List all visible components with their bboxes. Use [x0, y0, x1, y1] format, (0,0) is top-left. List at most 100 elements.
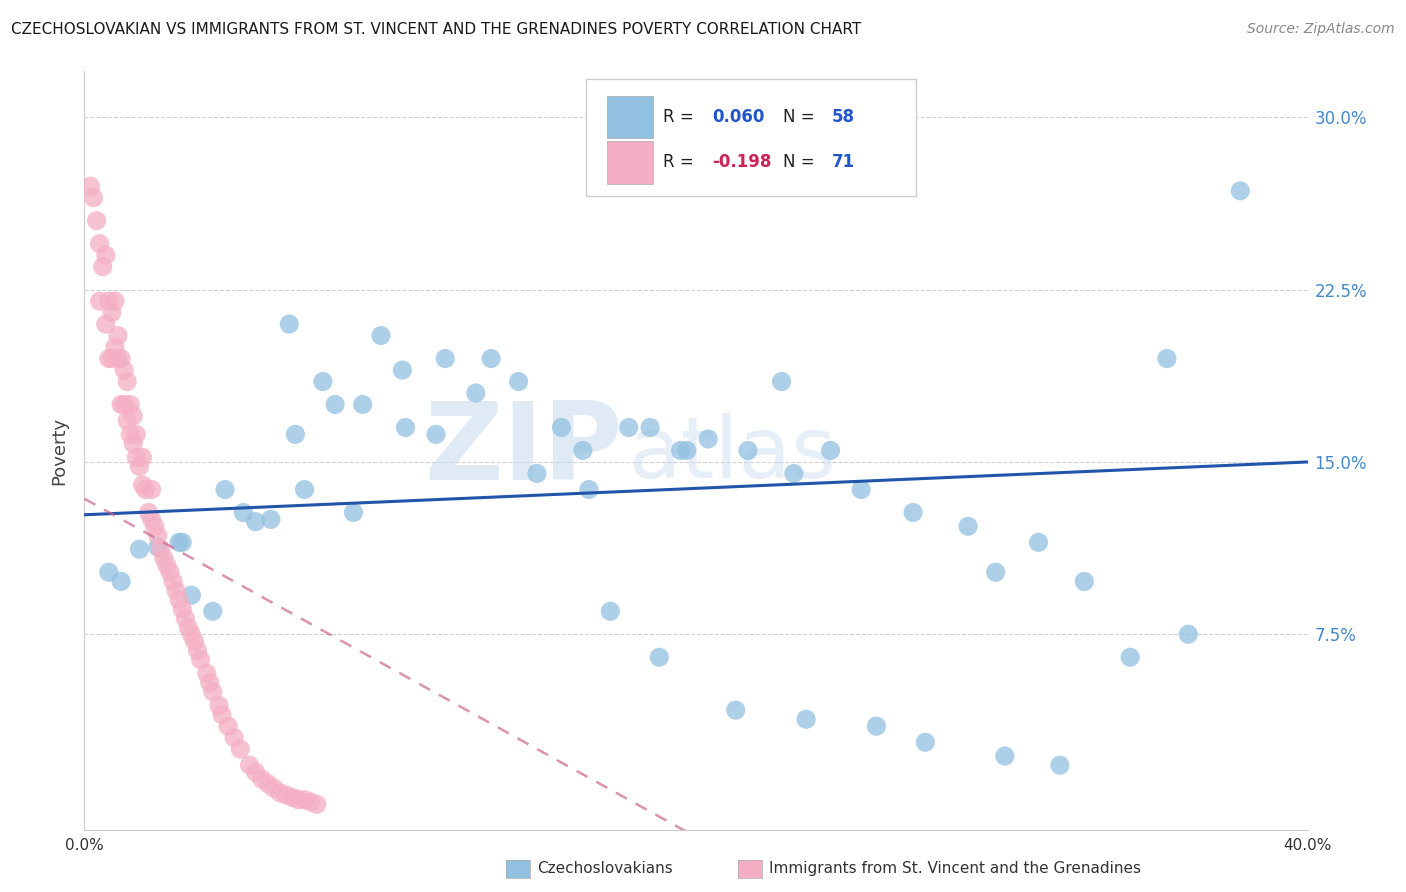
- Point: [865, 719, 887, 733]
- Point: [648, 650, 671, 665]
- Point: [578, 483, 600, 497]
- Point: [122, 436, 145, 450]
- Point: [675, 443, 697, 458]
- Point: [323, 397, 346, 411]
- Point: [128, 459, 150, 474]
- Point: [783, 467, 806, 481]
- Point: [526, 467, 548, 481]
- Point: [190, 652, 212, 666]
- Point: [101, 351, 124, 366]
- Point: [1073, 574, 1095, 589]
- Point: [107, 328, 129, 343]
- Point: [281, 790, 304, 805]
- Point: [131, 478, 153, 492]
- Text: CZECHOSLOVAKIAN VS IMMIGRANTS FROM ST. VINCENT AND THE GRENADINES POVERTY CORREL: CZECHOSLOVAKIAN VS IMMIGRANTS FROM ST. V…: [11, 22, 862, 37]
- Point: [141, 483, 163, 497]
- Point: [217, 719, 239, 733]
- Point: [112, 397, 135, 411]
- Point: [425, 427, 447, 442]
- Point: [737, 443, 759, 458]
- Point: [125, 450, 148, 465]
- Point: [110, 574, 132, 589]
- Point: [89, 294, 111, 309]
- Point: [820, 443, 842, 458]
- Point: [143, 519, 166, 533]
- Point: [238, 758, 260, 772]
- Point: [572, 443, 595, 458]
- Point: [201, 684, 224, 698]
- Point: [260, 512, 283, 526]
- Point: [245, 765, 267, 780]
- Point: [115, 375, 138, 389]
- Point: [1156, 351, 1178, 366]
- Point: [305, 797, 328, 812]
- Point: [994, 749, 1017, 764]
- Point: [434, 351, 457, 366]
- Point: [91, 260, 114, 274]
- Text: Immigrants from St. Vincent and the Grenadines: Immigrants from St. Vincent and the Gren…: [769, 862, 1142, 876]
- Point: [770, 375, 793, 389]
- Point: [86, 213, 108, 227]
- Point: [263, 781, 285, 796]
- Point: [167, 535, 190, 549]
- Point: [186, 643, 208, 657]
- Point: [94, 317, 117, 331]
- Point: [232, 506, 254, 520]
- Point: [250, 772, 273, 786]
- Point: [245, 515, 267, 529]
- FancyBboxPatch shape: [606, 141, 654, 184]
- Point: [599, 604, 621, 618]
- Point: [162, 574, 184, 589]
- Point: [278, 317, 301, 331]
- Point: [180, 627, 202, 641]
- Point: [208, 698, 231, 713]
- Point: [201, 604, 224, 618]
- Point: [110, 351, 132, 366]
- Point: [122, 409, 145, 423]
- Point: [394, 420, 416, 434]
- Point: [391, 363, 413, 377]
- Point: [1049, 758, 1071, 772]
- Point: [159, 566, 181, 580]
- Point: [138, 506, 160, 520]
- Point: [128, 542, 150, 557]
- Point: [211, 707, 233, 722]
- Point: [312, 375, 335, 389]
- Point: [149, 542, 172, 557]
- Text: Source: ZipAtlas.com: Source: ZipAtlas.com: [1247, 22, 1395, 37]
- Point: [849, 483, 872, 497]
- Text: R =: R =: [664, 153, 699, 171]
- Text: atlas: atlas: [628, 413, 837, 496]
- Text: Czechoslovakians: Czechoslovakians: [537, 862, 673, 876]
- Point: [914, 735, 936, 749]
- Point: [146, 528, 169, 542]
- Point: [101, 305, 124, 319]
- Text: -0.198: -0.198: [711, 153, 772, 171]
- Point: [299, 795, 322, 809]
- Point: [550, 420, 572, 434]
- Text: N =: N =: [783, 153, 820, 171]
- Point: [479, 351, 502, 366]
- Point: [135, 483, 157, 497]
- Point: [794, 712, 817, 726]
- Point: [97, 294, 120, 309]
- Point: [195, 666, 218, 681]
- Text: N =: N =: [783, 108, 820, 126]
- Point: [294, 483, 316, 497]
- Point: [89, 236, 111, 251]
- Point: [104, 340, 127, 354]
- Point: [617, 420, 640, 434]
- Point: [153, 551, 176, 566]
- Y-axis label: Poverty: Poverty: [51, 417, 69, 484]
- Point: [167, 592, 190, 607]
- Point: [1028, 535, 1050, 549]
- Point: [177, 620, 200, 634]
- Point: [352, 397, 374, 411]
- Point: [172, 535, 194, 549]
- Point: [97, 566, 120, 580]
- Point: [183, 634, 205, 648]
- Point: [901, 506, 924, 520]
- Point: [104, 294, 127, 309]
- Text: 0.060: 0.060: [711, 108, 765, 126]
- Point: [957, 519, 980, 533]
